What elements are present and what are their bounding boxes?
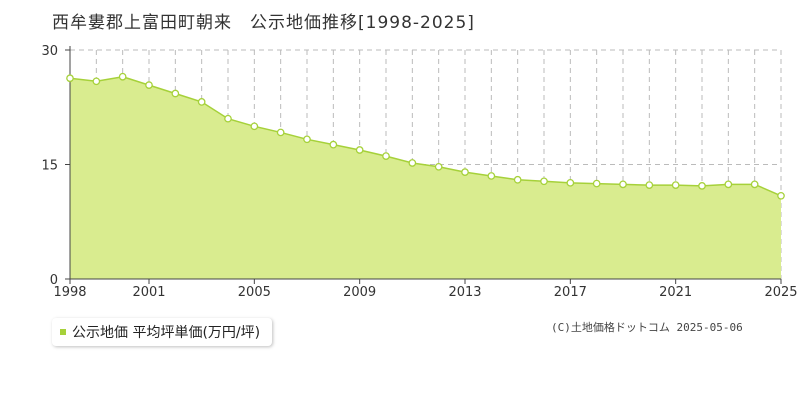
data-point bbox=[698, 182, 706, 190]
data-point bbox=[145, 81, 153, 89]
legend: 公示地価 平均坪単価(万円/坪) bbox=[52, 318, 273, 346]
copyright-credit: (C)土地価格ドットコム 2025-05-06 bbox=[551, 321, 743, 334]
x-tick-label: 2013 bbox=[448, 285, 481, 300]
data-point bbox=[250, 122, 259, 131]
y-tick-label: 15 bbox=[41, 159, 58, 174]
y-tick-label: 0 bbox=[50, 273, 58, 288]
y-tick-label: 30 bbox=[41, 44, 58, 59]
x-tick-label: 2025 bbox=[764, 285, 797, 300]
data-point bbox=[750, 180, 759, 189]
data-point bbox=[92, 77, 101, 86]
data-point bbox=[355, 146, 364, 154]
data-point bbox=[645, 181, 654, 189]
data-point bbox=[592, 179, 601, 188]
data-point bbox=[487, 172, 496, 180]
data-point bbox=[171, 89, 180, 98]
x-tick-label: 2001 bbox=[132, 285, 165, 300]
data-markers bbox=[66, 72, 785, 200]
data-point bbox=[329, 140, 338, 149]
x-tick-label: 2005 bbox=[238, 285, 271, 300]
data-point bbox=[434, 162, 443, 171]
data-point bbox=[66, 74, 74, 83]
x-tick-label: 2021 bbox=[659, 285, 692, 300]
data-point bbox=[671, 181, 680, 189]
x-tick-label: 2017 bbox=[554, 285, 587, 300]
legend-swatch-icon bbox=[60, 329, 66, 335]
chart-title: 西牟婁郡上富田町朝来 公示地価推移[1998-2025] bbox=[52, 13, 475, 33]
data-point bbox=[197, 98, 206, 106]
data-point bbox=[724, 180, 733, 189]
data-point bbox=[408, 159, 417, 167]
data-point bbox=[540, 177, 548, 186]
data-point bbox=[276, 128, 285, 137]
data-point bbox=[619, 180, 627, 189]
x-tick-label: 2009 bbox=[343, 285, 376, 300]
tick-labels: 0 15 30 1998 2001 2005 2009 2013 2017 2021 2025 bbox=[41, 44, 797, 300]
data-point bbox=[118, 72, 127, 81]
data-point bbox=[566, 178, 575, 187]
x-tick-label: 1998 bbox=[53, 285, 86, 300]
data-point bbox=[513, 175, 522, 184]
series-line bbox=[69, 75, 782, 197]
area-fill bbox=[70, 76, 781, 279]
data-point bbox=[224, 114, 232, 123]
data-point bbox=[382, 152, 390, 160]
data-point bbox=[461, 168, 469, 176]
data-point bbox=[303, 135, 311, 144]
area-series bbox=[69, 75, 782, 279]
axes bbox=[65, 46, 782, 284]
data-point bbox=[777, 191, 785, 200]
legend-label: 公示地価 平均坪単価(万円/坪) bbox=[72, 325, 261, 341]
